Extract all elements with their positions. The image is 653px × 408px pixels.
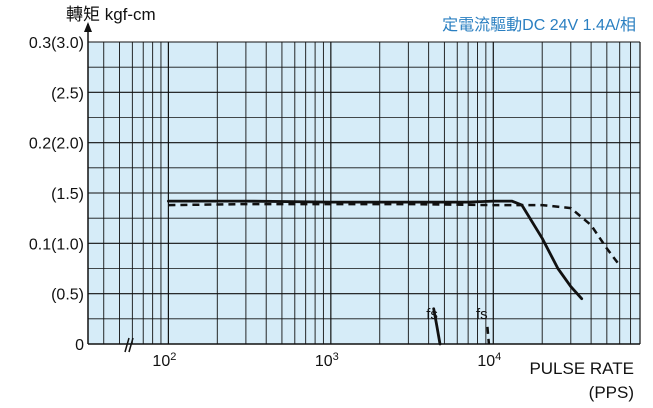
series-line-1 bbox=[166, 199, 584, 301]
axis-break-mark bbox=[124, 337, 134, 353]
y-tick-label: 0.1(1.0) bbox=[29, 236, 84, 253]
x-tick-label: 104 bbox=[477, 351, 501, 370]
y-tick-label: 0.3(3.0) bbox=[29, 35, 84, 52]
grid bbox=[88, 41, 641, 345]
y-axis-arrow-icon bbox=[84, 22, 92, 32]
annotation-label: fs bbox=[476, 306, 488, 323]
series-line-4 bbox=[486, 326, 491, 345]
series-line-3 bbox=[432, 307, 442, 346]
y-tick-label: 0.2(2.0) bbox=[29, 136, 84, 153]
y-tick-label: (2.5) bbox=[51, 85, 84, 102]
y-tick-label: (1.5) bbox=[51, 186, 84, 203]
tick-labels: 0.3(3.0) (2.5) 0.2(2.0) (1.5) 0.1(1.0) (0.5) 0… bbox=[29, 35, 501, 370]
series-line-2 bbox=[168, 202, 621, 267]
x-tick-label: 103 bbox=[315, 351, 339, 370]
axes bbox=[84, 22, 640, 353]
y-tick-label: (0.5) bbox=[51, 287, 84, 304]
y-tick-label: 0 bbox=[75, 337, 84, 354]
series-group bbox=[166, 199, 621, 346]
x-axis-label: PULSE RATE bbox=[529, 359, 634, 378]
chart-subtitle: 定電流驅動DC 24V 1.4A/相 bbox=[442, 16, 636, 34]
annotations: fs fs bbox=[426, 306, 487, 323]
y-axis-label: 轉矩 kgf-cm bbox=[66, 5, 156, 24]
x-axis-unit: (PPS) bbox=[589, 383, 634, 402]
annotation-label: fs bbox=[426, 306, 438, 323]
x-tick-label: 102 bbox=[152, 351, 176, 370]
